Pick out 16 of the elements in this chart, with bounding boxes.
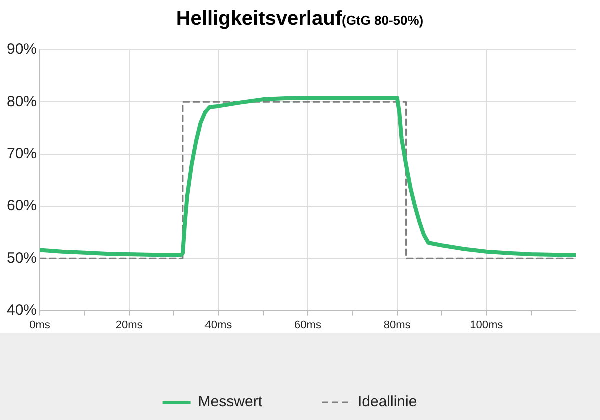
- y-tick-label: 80%: [6, 93, 38, 110]
- legend-label: Messwert: [198, 394, 264, 411]
- x-tick-label: 20ms: [116, 319, 144, 332]
- x-tick-label: 40ms: [205, 319, 233, 332]
- x-tick-label: 80ms: [384, 319, 412, 332]
- x-tick-label: 0ms: [30, 319, 51, 332]
- y-tick-label: 40%: [6, 302, 38, 319]
- chart-subtitle: (GtG 80-50%): [342, 13, 424, 28]
- x-tick-label: 60ms: [294, 319, 322, 332]
- y-tick-label: 70%: [6, 145, 38, 162]
- x-tick-label: 100ms: [470, 319, 504, 332]
- y-tick-label: 50%: [6, 250, 38, 267]
- y-tick-label: 60%: [6, 198, 38, 215]
- y-tick-label: 90%: [6, 41, 38, 58]
- chart-title: Helligkeitsverlauf: [176, 8, 342, 30]
- legend-label: Ideallinie: [358, 394, 418, 411]
